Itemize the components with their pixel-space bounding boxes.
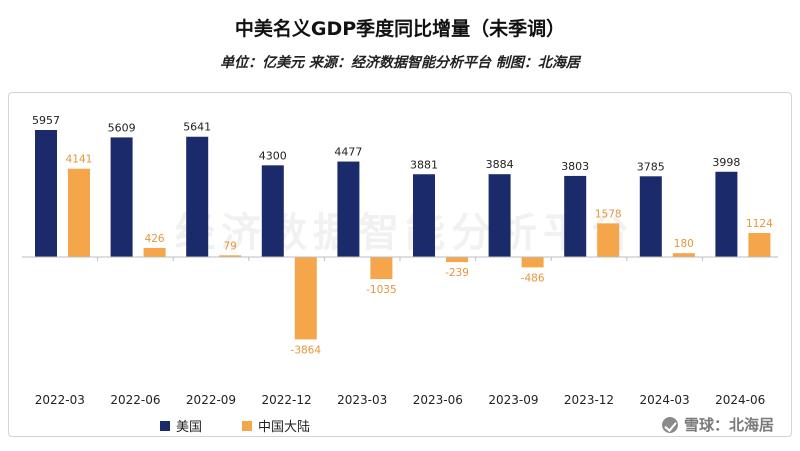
x-tick-label-2023-06: 2023-06	[413, 393, 463, 407]
legend-swatch-cn	[242, 420, 252, 431]
bar-us-2023-06	[413, 174, 435, 257]
data-label-us-2022-06: 5609	[108, 121, 136, 134]
legend: 美国 中国大陆	[0, 416, 470, 435]
x-tick-label-2022-09: 2022-09	[186, 393, 236, 407]
legend-item-cn: 中国大陆	[242, 416, 310, 435]
data-label-us-2023-06: 3881	[410, 158, 438, 171]
chart-subtitle: 单位：亿美元 来源：经济数据智能分析平台 制图：北海居	[220, 55, 580, 71]
chart-frame	[8, 92, 792, 437]
x-tick-label-2023-12: 2023-12	[564, 393, 614, 407]
footer-credit: 雪球：北海居	[661, 414, 774, 435]
bar-cn-2023-06	[446, 257, 468, 263]
x-tick-label-2023-09: 2023-09	[488, 393, 538, 407]
bar-cn-2024-03	[672, 253, 695, 257]
x-tick-label-2022-03: 2022-03	[35, 393, 85, 407]
x-tick-label-2024-06: 2024-06	[715, 393, 765, 407]
x-tick-label-2022-06: 2022-06	[110, 393, 160, 407]
labels-layer: 5957 4141 5609 426 5641 79 4300 -3864 4477 -1035 3…	[32, 114, 773, 356]
bar-us-2024-03	[639, 176, 662, 257]
bar-us-2024-06	[715, 171, 738, 257]
data-label-cn-2023-03: -1035	[366, 284, 397, 296]
bar-cn-2022-03	[68, 168, 90, 257]
data-label-cn-2022-12: -3864	[291, 344, 322, 356]
bar-us-2023-12	[564, 175, 587, 257]
data-label-us-2024-03: 3785	[637, 160, 665, 173]
bar-cn-2022-06	[143, 247, 166, 257]
snowball-icon	[661, 416, 678, 433]
bar-cn-2022-09	[219, 255, 242, 257]
x-tick-label-2024-03: 2024-03	[640, 393, 690, 407]
data-label-us-2023-03: 4477	[334, 146, 362, 159]
bar-cn-2023-12	[597, 223, 620, 257]
x-tick-label-2023-03: 2023-03	[337, 393, 387, 407]
bar-us-2023-09	[488, 174, 511, 257]
data-label-cn-2023-09: -486	[521, 272, 545, 284]
data-label-cn-2022-06: 426	[145, 233, 165, 245]
data-label-cn-2022-09: 79	[224, 240, 237, 252]
axis-layer: 2022-03 2022-06 2022-09 2022-12 2023-03 2023-…	[22, 256, 778, 407]
data-label-us-2023-12: 3803	[561, 160, 589, 173]
legend-label-cn: 中国大陆	[258, 420, 311, 435]
data-label-cn-2023-12: 1578	[595, 208, 622, 220]
data-label-us-2023-09: 3884	[486, 158, 514, 171]
legend-label-us: 美国	[175, 420, 202, 435]
bar-cn-2024-06	[748, 233, 771, 257]
bar-us-2023-03	[337, 161, 360, 257]
x-tick-label-2022-12: 2022-12	[262, 393, 312, 407]
bar-cn-2023-09	[521, 257, 544, 268]
legend-swatch-us	[159, 420, 170, 431]
footer-text: 雪球：北海居	[683, 416, 774, 434]
data-label-cn-2024-03: 180	[674, 238, 694, 250]
data-label-us-2022-12: 4300	[259, 149, 287, 162]
data-label-us-2024-06: 3998	[712, 156, 740, 169]
watermark: 经济数据智能分析平台	[175, 210, 635, 256]
chart-title: 中美名义GDP季度同比增量（未季调）	[234, 18, 566, 40]
bars-layer	[35, 130, 771, 340]
bar-us-2022-03	[35, 130, 57, 257]
data-label-us-2022-03: 5957	[32, 114, 60, 127]
data-label-cn-2023-06: -239	[445, 267, 469, 279]
bar-cn-2023-03	[370, 257, 393, 280]
bar-us-2022-12	[261, 165, 284, 257]
bar-cn-2022-12	[294, 257, 317, 340]
data-label-cn-2024-06: 1124	[746, 218, 773, 230]
data-label-cn-2022-03: 4141	[66, 154, 93, 166]
bar-us-2022-09	[186, 136, 209, 257]
legend-item-us: 美国	[159, 416, 202, 435]
bar-us-2022-06	[110, 137, 133, 257]
data-label-us-2022-09: 5641	[183, 121, 211, 134]
